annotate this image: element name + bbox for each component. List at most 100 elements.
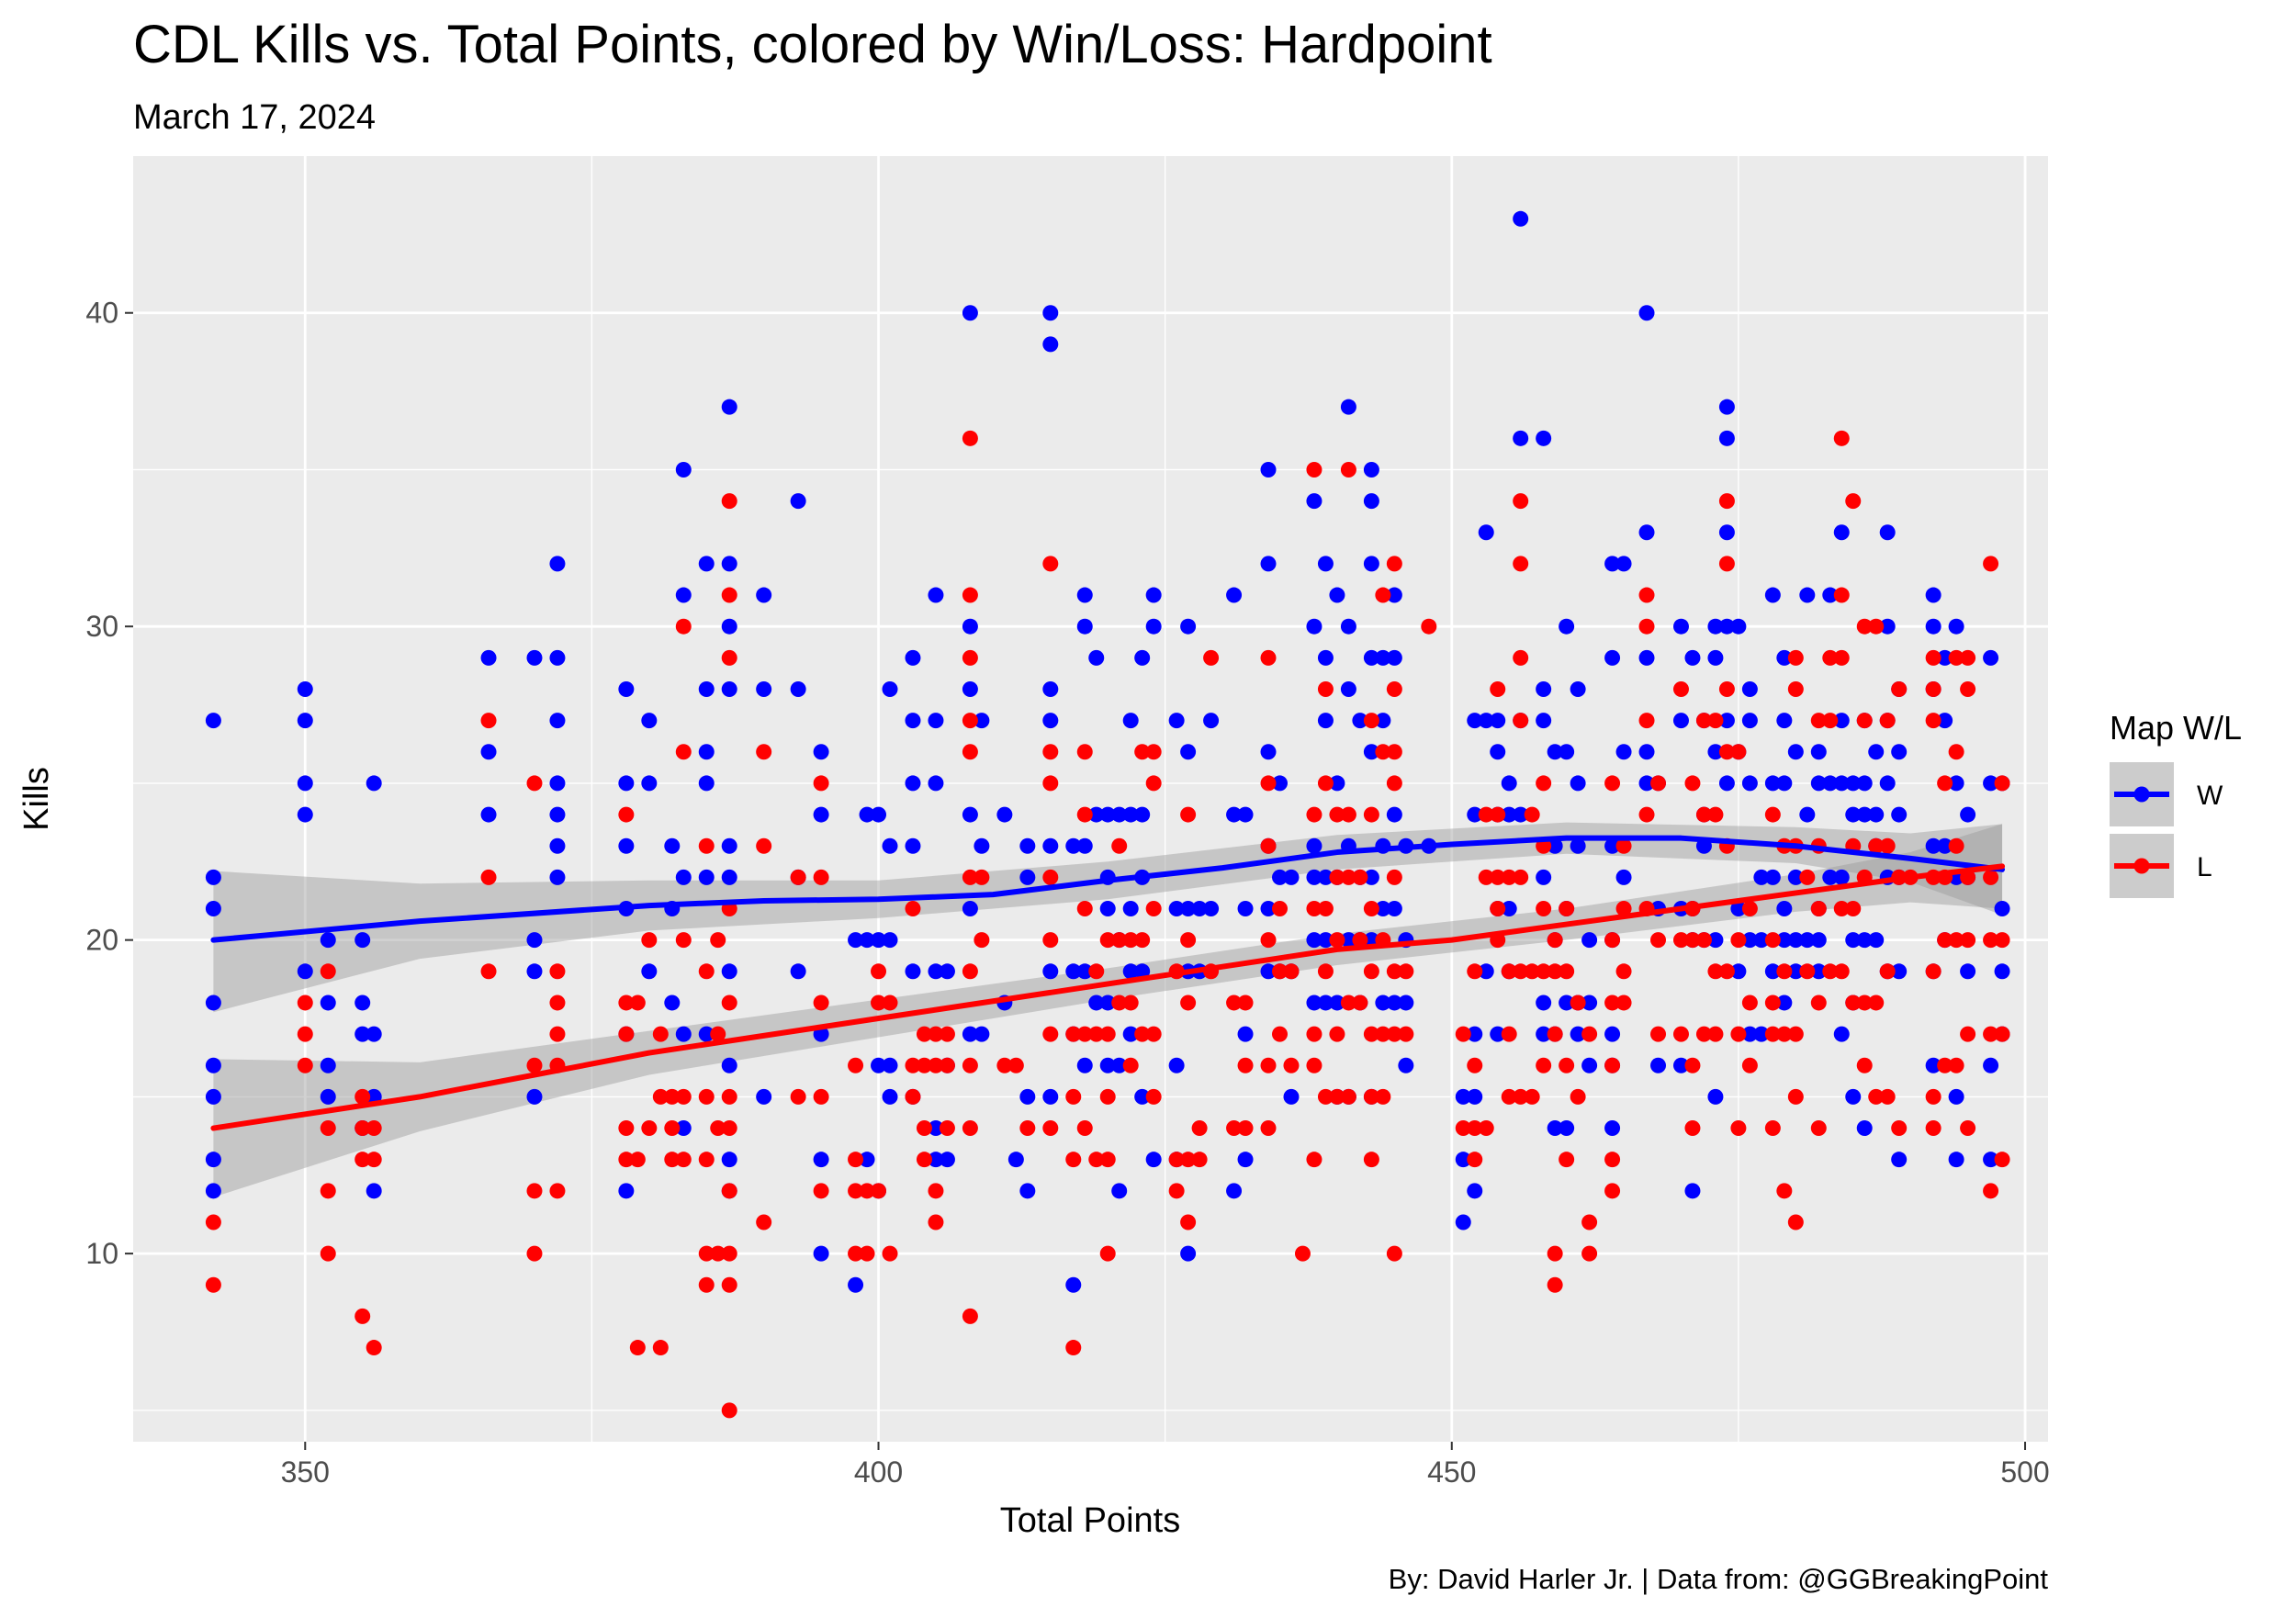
data-point-l [939,1120,955,1137]
data-point-l [1868,837,1885,854]
data-point-w [1375,995,1391,1011]
data-point-l [1065,1152,1082,1168]
data-point-w [1065,837,1082,854]
data-point-w [1134,1088,1151,1105]
data-point-w [1122,901,1139,917]
data-point-w [1042,837,1059,854]
data-point-l [1065,1088,1082,1105]
data-point-w [549,556,566,572]
data-point-l [1672,932,1689,949]
data-point-w [1937,713,1953,729]
data-point-l [1856,1057,1873,1073]
data-point-w [1718,713,1735,729]
data-point-w [1306,837,1322,854]
data-point-w [1672,713,1689,729]
data-point-l [205,1214,221,1231]
data-point-w [848,1276,864,1293]
data-point-w [1547,1120,1563,1137]
data-point-l [962,963,978,980]
data-point-l [1925,713,1941,729]
data-point-w [675,869,692,885]
data-point-l [1363,901,1379,917]
data-point-w [928,587,944,603]
data-point-l [1604,1057,1621,1073]
data-point-l [526,1057,543,1073]
data-point-w [1615,556,1632,572]
data-point-w [859,806,875,823]
data-point-w [1513,806,1529,823]
data-point-l [790,1088,806,1105]
data-point-w [1948,775,1964,792]
data-point-w [1145,1152,1162,1168]
data-point-l [1145,1026,1162,1042]
data-point-l [1707,806,1724,823]
data-point-w [1787,963,1804,980]
data-point-l [1559,1152,1575,1168]
data-point-l [1638,713,1655,729]
data-point-l [1317,775,1334,792]
data-point-w [1570,837,1586,854]
data-point-w [1340,680,1356,697]
data-point-w [721,399,737,415]
data-point-l [1547,1026,1563,1042]
data-point-l [698,1276,715,1293]
data-point-w [721,618,737,635]
data-point-w [1283,869,1300,885]
data-point-l [1145,1088,1162,1105]
data-point-w [1340,399,1356,415]
data-point-w [1352,713,1368,729]
data-point-w [882,932,898,949]
data-point-l [1007,1057,1024,1073]
data-point-l [813,1183,829,1199]
data-point-l [629,1340,646,1356]
data-point-w [1707,618,1724,635]
data-point-w [1650,1057,1667,1073]
data-point-l [641,1120,658,1137]
data-point-l [1352,995,1368,1011]
data-point-w [1810,963,1827,980]
y-tick-label: 10 [85,1237,118,1270]
data-point-w [1672,618,1689,635]
data-point-w [1042,1088,1059,1105]
data-point-l [652,1088,669,1105]
data-point-l [1730,932,1747,949]
data-point-l [1879,1088,1896,1105]
data-point-l [1111,932,1128,949]
data-point-w [549,869,566,885]
data-point-w [664,837,681,854]
data-point-l [1948,837,1964,854]
y-tick-label: 20 [85,924,118,957]
data-point-l [1764,1026,1781,1042]
data-point-l [1937,775,1953,792]
data-point-l [928,1183,944,1199]
data-point-w [962,618,978,635]
data-point-w [1559,618,1575,635]
data-point-w [1570,775,1586,792]
data-point-w [1799,932,1816,949]
data-point-l [1375,1088,1391,1105]
data-point-l [1088,1152,1105,1168]
data-point-w [1856,806,1873,823]
plot-panel [133,156,2048,1442]
data-point-l [1810,995,1827,1011]
data-point-w [320,1057,336,1073]
data-point-l [1948,649,1964,666]
data-point-l [962,430,978,446]
data-point-l [526,1183,543,1199]
data-point-l [1960,649,1976,666]
data-point-l [1260,837,1277,854]
data-point-w [1076,587,1093,603]
data-point-l [297,995,313,1011]
data-point-w [1741,680,1758,697]
data-point-w [1983,649,1999,666]
data-point-l [871,963,887,980]
axes: 350 400 450 500 10 20 30 40 [85,297,2049,1489]
data-point-l [618,806,635,823]
data-point-w [1375,649,1391,666]
data-point-w [355,995,371,1011]
data-point-w [1730,901,1747,917]
data-point-l [1650,1026,1667,1042]
data-point-w [205,1088,221,1105]
data-point-w [480,649,497,666]
data-point-w [1306,618,1322,635]
